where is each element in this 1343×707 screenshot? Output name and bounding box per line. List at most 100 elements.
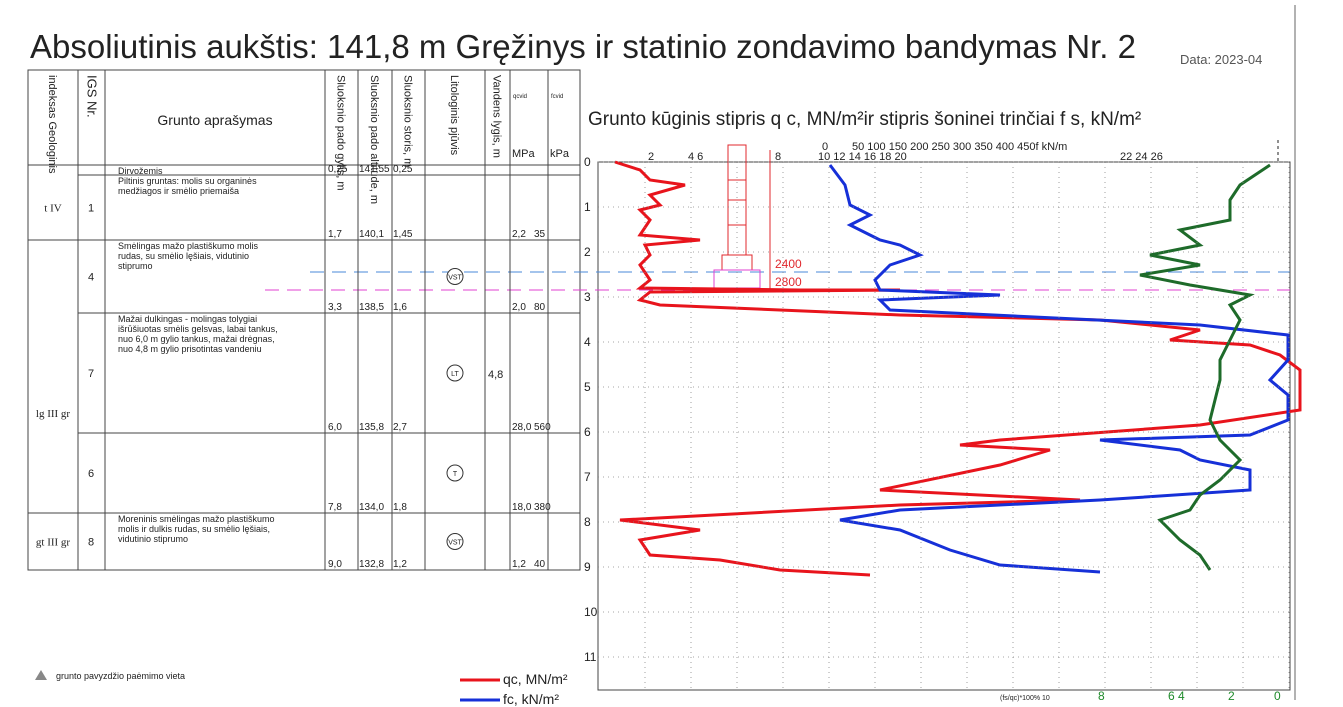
description: Moreninis smėlingas mažo plastiškumo: [118, 514, 275, 524]
fs-scale: 0: [822, 141, 828, 153]
ratio-scale: 2: [1228, 689, 1235, 703]
igs-nr: 8: [88, 537, 94, 549]
description: medžiagos ir smėlio priemaiša: [118, 186, 239, 196]
unit: MPa: [512, 148, 536, 160]
q-value: 1,2: [512, 559, 526, 570]
thickness: 0,25: [393, 164, 413, 175]
depth-tick: 0: [584, 155, 591, 169]
depth-tick: 7: [584, 470, 591, 484]
column-header: indeksas Geologinis: [46, 75, 58, 174]
description: nuo 4,8 m gylio prisotintas vandeniu: [118, 344, 262, 354]
altitude: 141,55: [359, 164, 390, 175]
ratio-scale: 8: [1098, 689, 1105, 703]
description: rudas, su smėlio lęšiais, vidutinio: [118, 251, 249, 261]
q-value: 18,0: [512, 502, 532, 513]
f-value: 35: [534, 229, 546, 240]
unit: kPa: [550, 148, 570, 160]
ratio-curve: [1139, 163, 1271, 571]
column-header: Grunto aprašymas: [157, 112, 272, 128]
legend: qc, MN/m² fc, kN/m² grunto pavyzdžio paė…: [35, 670, 568, 707]
depth: 3,3: [328, 302, 342, 313]
description: nuo 6,0 m gylio tankus, mažai drėgnas,: [118, 334, 275, 344]
description: išrūšiuotas smėlis gelsvas, labai tankus…: [118, 324, 278, 334]
depth-tick: 4: [584, 335, 591, 349]
igs-nr: 6: [88, 468, 94, 480]
pile-label: 2400: [775, 257, 802, 271]
depth-tick: 8: [584, 515, 591, 529]
geo-index: lg III gr: [36, 408, 71, 420]
thickness: 1,8: [393, 502, 407, 513]
qc-scale: 4 6: [688, 151, 703, 163]
symbol: [446, 533, 464, 550]
q-value: 2,0: [512, 302, 526, 313]
description: Piltinis gruntas: molis su organinės: [118, 176, 257, 186]
column-header: Sluoksnio storis, m: [402, 75, 414, 167]
depth-tick: 11: [584, 650, 597, 664]
geo-index: gt III gr: [36, 537, 71, 549]
column-header: IGS Nr.: [85, 75, 100, 118]
depth-tick: 1: [584, 200, 591, 214]
geo-index: t IV: [44, 203, 61, 215]
symbol: [446, 268, 464, 285]
depth-tick: 10: [584, 605, 598, 619]
depth: 9,0: [328, 559, 342, 570]
symbol-label: LT: [451, 371, 459, 378]
thickness: 1,6: [393, 302, 407, 313]
altitude: 134,0: [359, 502, 384, 513]
column-header: fcvid: [551, 94, 563, 100]
symbol: [446, 464, 464, 482]
igs-nr: 4: [88, 272, 94, 284]
description: Smėlingas mažo plastiškumo molis: [118, 241, 259, 251]
description: Dirvožemis: [118, 166, 163, 176]
depth: 6,0: [328, 422, 342, 433]
f-value: 560: [534, 422, 551, 433]
chart-title: Grunto kūginis stipris q c, MN/m²ir stip…: [588, 109, 1141, 130]
water: 4,8: [488, 369, 503, 381]
sample-icon: [35, 670, 47, 680]
note: grunto pavyzdžio paėmimo vieta: [56, 671, 185, 681]
symbol-label: T: [453, 471, 458, 478]
depth-tick: 3: [584, 290, 591, 304]
qc-scale: 2: [648, 151, 654, 163]
depth-tick: 9: [584, 560, 591, 574]
fs-scale: 50 100 150 200 250 300 350 400 450f kN/m: [852, 141, 1067, 153]
legend-label: qc, MN/m²: [503, 671, 568, 687]
column-header: Litologinis pjūvis: [448, 75, 460, 156]
f-value: 40: [534, 559, 546, 570]
ratio-scale: 0: [1274, 689, 1281, 703]
q-value: 28,0: [512, 422, 532, 433]
igs-nr: 7: [88, 368, 94, 380]
pile-label: 2800: [775, 275, 802, 289]
depth: 7,8: [328, 502, 342, 513]
altitude: 138,5: [359, 302, 384, 313]
column-header: Vandens lygis, m: [491, 75, 503, 158]
qc-scale: 8: [775, 151, 781, 163]
depth-tick: 2: [584, 245, 591, 259]
column-header: Sluoksnio pado altitude, m: [368, 75, 380, 204]
ratio-label: (fs/qc)*100% 10: [1000, 695, 1050, 702]
fs-curve: [828, 164, 1290, 574]
depth-tick: 5: [584, 380, 591, 394]
thickness: 1,45: [393, 229, 413, 240]
depth: 1,7: [328, 229, 342, 240]
thickness: 2,7: [393, 422, 407, 433]
qc-curve: [614, 160, 1302, 577]
description: Mažai dulkingas - molingas tolygiai: [118, 314, 257, 324]
date: Data: 2023-04: [1180, 52, 1262, 67]
depth: 0,25: [328, 164, 348, 175]
igs-nr: 1: [88, 203, 94, 215]
chart-area: Grunto kūginis stipris q c, MN/m²ir stip…: [265, 109, 1302, 702]
symbol-label: VST: [448, 275, 462, 282]
altitude: 140,1: [359, 229, 384, 240]
q-value: 2,2: [512, 229, 526, 240]
description: stiprumo: [118, 261, 153, 271]
column-header: qcvid: [513, 94, 527, 100]
title: Absoliutinis aukštis: 141,8 m Gręžinys i…: [30, 28, 1136, 65]
f-value: 380: [534, 502, 551, 513]
qc-scale: 22 24 26: [1120, 151, 1163, 163]
depth-tick: 6: [584, 425, 591, 439]
pile-symbol: [713, 144, 771, 290]
column-header: Sluoksnio pado gylis, m: [335, 75, 347, 191]
thickness: 1,2: [393, 559, 407, 570]
